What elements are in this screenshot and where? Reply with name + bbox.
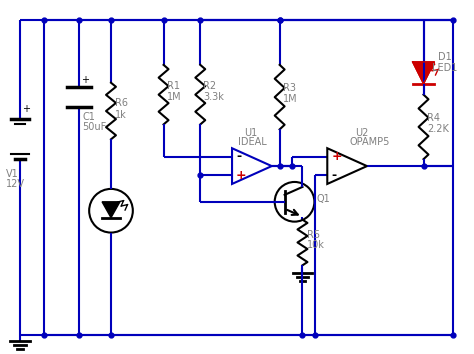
Text: 3.3k: 3.3k bbox=[203, 92, 224, 102]
Text: 10k: 10k bbox=[308, 240, 325, 250]
Text: 12V: 12V bbox=[6, 179, 25, 189]
Text: U1: U1 bbox=[244, 128, 257, 138]
Text: 50uF: 50uF bbox=[82, 122, 107, 132]
Text: V1: V1 bbox=[6, 169, 18, 179]
Polygon shape bbox=[102, 202, 120, 218]
Text: LED1: LED1 bbox=[432, 63, 458, 73]
Text: 2.2K: 2.2K bbox=[428, 124, 449, 134]
Text: +: + bbox=[22, 103, 30, 114]
Text: R3: R3 bbox=[283, 83, 296, 93]
Text: 1k: 1k bbox=[115, 110, 127, 120]
Text: R4: R4 bbox=[428, 113, 440, 123]
Text: R6: R6 bbox=[115, 98, 128, 108]
Text: C1: C1 bbox=[82, 113, 95, 122]
Polygon shape bbox=[412, 62, 435, 84]
Text: IDEAL: IDEAL bbox=[238, 137, 267, 147]
Text: +: + bbox=[331, 150, 342, 163]
Text: +: + bbox=[81, 75, 89, 85]
Text: R1: R1 bbox=[166, 81, 180, 91]
Text: D1: D1 bbox=[438, 52, 452, 62]
Text: U2: U2 bbox=[355, 128, 368, 138]
Text: OPAMP5: OPAMP5 bbox=[349, 137, 390, 147]
Text: +: + bbox=[236, 169, 246, 182]
Text: R2: R2 bbox=[203, 81, 217, 91]
Text: 1M: 1M bbox=[166, 92, 181, 102]
Text: R5: R5 bbox=[308, 229, 320, 240]
Text: 1M: 1M bbox=[283, 94, 297, 104]
Text: -: - bbox=[236, 150, 241, 163]
Text: Q1: Q1 bbox=[316, 194, 330, 204]
Text: -: - bbox=[331, 169, 337, 182]
